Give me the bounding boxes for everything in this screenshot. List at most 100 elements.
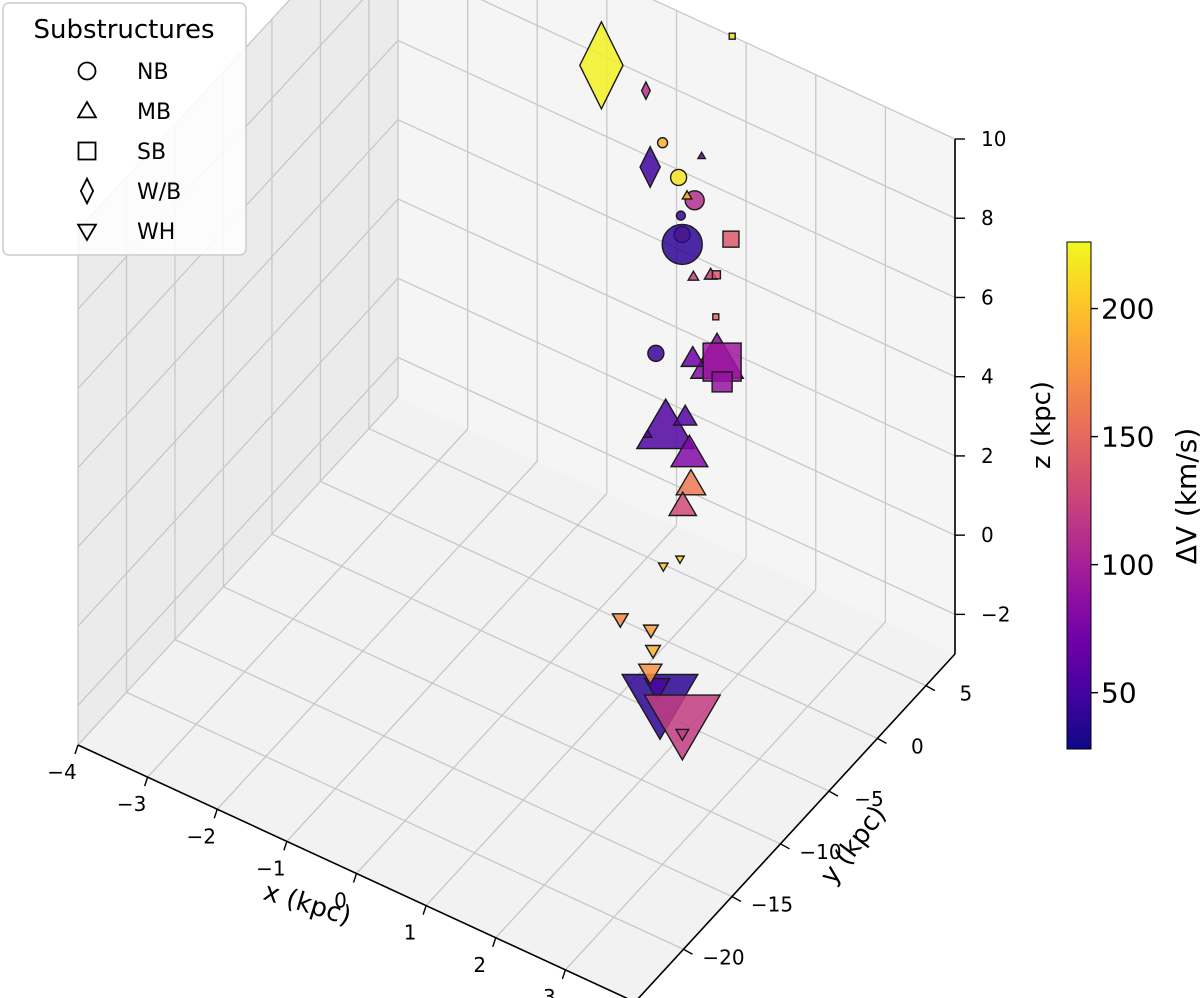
z-tick-label: 10 [981, 127, 1006, 151]
data-point-sb [711, 270, 722, 280]
x-axis-label: x (kpc) [260, 877, 355, 932]
y-tick-label: −5 [854, 787, 883, 811]
data-point-mb [642, 428, 654, 438]
data-point-wh [644, 644, 662, 660]
y-tick-label: 0 [911, 734, 924, 758]
data-point-nb [669, 168, 688, 187]
x-tick-label: −3 [117, 792, 146, 816]
x-tick-label: 3 [543, 985, 556, 998]
data-point-mb [669, 433, 710, 468]
data-point-wh [674, 555, 686, 565]
legend-marker-wh [76, 223, 98, 242]
data-point-mb [696, 150, 707, 160]
y-tick-label: 5 [960, 682, 973, 706]
y-tick [731, 895, 742, 903]
x-grid-line [216, 460, 538, 810]
y-grid-line [126, 691, 684, 950]
y-tick-label: −15 [751, 893, 793, 917]
data-point-wh [611, 613, 630, 629]
z-grid-line [652, 0, 956, 140]
legend-marker-mb [76, 100, 98, 119]
colorbar: 50 100 150 200 ΔV (km/s) [1066, 241, 1200, 750]
legend-entries: NB MB SB W/B WH [76, 60, 181, 245]
data-point-w-b [639, 145, 662, 189]
z-grid-line [397, 198, 956, 457]
y-tick-label: −20 [702, 945, 744, 969]
data-point-wh [657, 562, 670, 573]
data-point-nb [661, 223, 703, 266]
y-tick [925, 685, 936, 692]
data-point-nb [675, 210, 687, 221]
y-tick-label: −10 [799, 840, 841, 864]
data-point-mb [680, 345, 706, 368]
x-grid-line [356, 525, 677, 874]
data-point-wh [643, 694, 722, 762]
legend-label: WH [137, 220, 175, 245]
data-point-mb [667, 490, 698, 517]
x-tick [492, 937, 497, 947]
data-point-sb [711, 371, 733, 393]
z-tick-label: 4 [981, 365, 994, 389]
z-axis-label: z (kpc) [1027, 381, 1057, 469]
data-point-wh [642, 624, 660, 640]
legend-marker-sb [77, 141, 97, 161]
y-tick [683, 948, 693, 955]
data-points [579, 20, 745, 762]
floor-pane [78, 397, 955, 998]
z-grid-line [77, 356, 399, 706]
z-grid-line [77, 198, 399, 548]
x-grid-line [147, 428, 469, 778]
x-grid-line [286, 492, 608, 842]
z-tick-label: 6 [981, 285, 994, 309]
x-tick-label: 1 [404, 921, 417, 945]
legend-marker-nb [77, 61, 97, 81]
colorbar-ticks: 50 100 150 200 [1091, 293, 1154, 710]
z-grid-line [397, 39, 956, 299]
z-tick-label: 2 [981, 444, 994, 468]
x-tick [74, 744, 79, 755]
legend-label: MB [137, 100, 171, 125]
colorbar-tick-label: 100 [1101, 549, 1154, 582]
legend-marker-w-b [79, 176, 95, 206]
data-point-sb [712, 313, 720, 321]
data-point-wh [674, 728, 690, 742]
legend-label: W/B [137, 180, 181, 205]
x-tick-label: −4 [47, 760, 76, 784]
z-grid-line [397, 277, 956, 536]
x-tick [561, 969, 567, 980]
z-grid-line [480, 0, 956, 219]
data-point-sb [702, 342, 742, 382]
z-grid-line [397, 356, 956, 615]
colorbar-label: ΔV (km/s) [1170, 428, 1200, 565]
y-tick [877, 737, 887, 744]
data-point-nb [647, 344, 665, 363]
x-grid-line [77, 396, 399, 746]
z-tick-label: 8 [981, 206, 994, 230]
y-axis-line [637, 653, 956, 998]
data-point-w-b [579, 20, 624, 111]
x-tick [352, 873, 358, 883]
x-tick-label: −2 [187, 824, 216, 848]
legend-label: SB [137, 140, 166, 165]
data-point-mb [675, 468, 707, 496]
x-tick [213, 809, 218, 819]
data-point-sb [722, 230, 740, 248]
z-grid-line [77, 277, 399, 627]
data-point-w-b [640, 80, 652, 101]
x-tick [143, 776, 149, 787]
legend-frame [2, 2, 247, 256]
x-grid-line [495, 589, 817, 939]
data-point-sb [728, 32, 736, 40]
legend: Substructures NB MB SB W/B WH [2, 2, 247, 256]
x-grid-line [564, 621, 886, 971]
z-grid-line [77, 119, 399, 469]
z-tick-label: −2 [981, 602, 1010, 626]
data-point-nb [656, 137, 669, 149]
y-grid-line [320, 480, 878, 739]
data-point-mb [681, 189, 694, 200]
x-tick [422, 905, 427, 915]
y-grid-line [174, 638, 733, 898]
colorbar-tick-label: 50 [1101, 677, 1137, 710]
